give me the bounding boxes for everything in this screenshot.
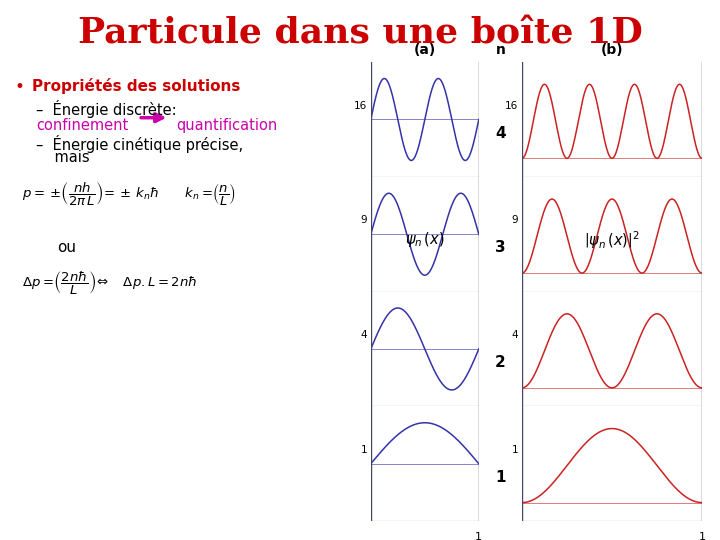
Text: 1: 1: [361, 445, 367, 455]
Text: –  Énergie discrète:: – Énergie discrète:: [36, 100, 176, 118]
Text: ou: ou: [58, 240, 76, 255]
Text: mais: mais: [36, 150, 89, 165]
Text: 1: 1: [512, 445, 518, 455]
Text: Particule dans une boîte 1D: Particule dans une boîte 1D: [78, 16, 642, 50]
Text: quantification: quantification: [176, 118, 278, 133]
Text: 9: 9: [512, 215, 518, 226]
Text: 9: 9: [361, 215, 367, 226]
Text: $\left|\psi_n\,(x)\right|^2$: $\left|\psi_n\,(x)\right|^2$: [584, 229, 640, 251]
Text: n: n: [495, 43, 505, 57]
Text: (b): (b): [600, 43, 624, 57]
Text: 16: 16: [505, 100, 518, 111]
Text: 1: 1: [698, 532, 706, 540]
Text: –  Énergie cinétique précise,: – Énergie cinétique précise,: [36, 135, 243, 153]
FancyArrowPatch shape: [141, 114, 163, 122]
Text: 3: 3: [495, 240, 505, 255]
Text: 4: 4: [361, 330, 367, 340]
Text: 2: 2: [495, 355, 505, 370]
Text: $\Delta p = \!\left(\dfrac{2n\hbar}{L}\right)\!\Leftrightarrow\quad \Delta p.L =: $\Delta p = \!\left(\dfrac{2n\hbar}{L}\r…: [22, 270, 197, 297]
Text: 4: 4: [495, 126, 505, 141]
Text: 16: 16: [354, 100, 367, 111]
Text: confinement: confinement: [36, 118, 128, 133]
Text: $\psi_n\,(x)$: $\psi_n\,(x)$: [405, 231, 445, 249]
Text: 1: 1: [475, 532, 482, 540]
Text: (a): (a): [414, 43, 436, 57]
Text: Propriétés des solutions: Propriétés des solutions: [32, 78, 240, 94]
Text: •: •: [14, 78, 24, 96]
Text: 4: 4: [512, 330, 518, 340]
Text: 1: 1: [495, 470, 505, 485]
Text: $p = \pm\!\left(\dfrac{nh}{2\pi\,L}\right)\!=\pm\,k_n\hbar \qquad k_n = \!\left(: $p = \pm\!\left(\dfrac{nh}{2\pi\,L}\righ…: [22, 181, 235, 208]
